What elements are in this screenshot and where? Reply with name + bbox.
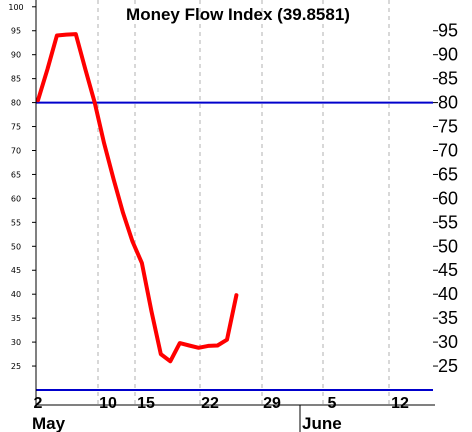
right-tick-label: 80 bbox=[438, 93, 458, 113]
left-tick-label: 45 bbox=[11, 266, 21, 275]
left-tick-label: 80 bbox=[11, 99, 21, 108]
right-tick-label: 95 bbox=[438, 21, 458, 41]
right-tick-label: 45 bbox=[438, 260, 458, 280]
x-tick-label: 2 bbox=[34, 395, 43, 412]
left-tick-label: 40 bbox=[11, 290, 21, 299]
left-tick-label: 65 bbox=[11, 170, 21, 179]
left-tick-label: 100 bbox=[8, 3, 23, 12]
left-tick-label: 90 bbox=[11, 51, 21, 60]
right-tick-label: 40 bbox=[438, 284, 458, 304]
x-tick-label: 10 bbox=[99, 395, 117, 412]
right-tick-label: 35 bbox=[438, 308, 458, 328]
right-tick-label: 70 bbox=[438, 140, 458, 160]
left-tick-label: 75 bbox=[11, 123, 21, 132]
right-tick-label: 30 bbox=[438, 332, 458, 352]
left-tick-label: 35 bbox=[11, 314, 21, 323]
right-tick-label: 25 bbox=[438, 356, 458, 376]
chart-title: Money Flow Index (39.8581) bbox=[126, 5, 350, 24]
left-tick-label: 30 bbox=[11, 338, 21, 347]
x-axis: 2 10 15 22 29 5 12 May June bbox=[32, 395, 409, 432]
left-tick-label: 55 bbox=[11, 218, 21, 227]
right-tick-label: 65 bbox=[438, 164, 458, 184]
left-tick-label: 95 bbox=[11, 27, 21, 36]
right-axis-ticks: 95 90 85 80 75 70 65 60 55 50 45 40 35 30 25 bbox=[433, 21, 458, 376]
x-tick-label: 12 bbox=[391, 395, 409, 412]
x-tick-label: 22 bbox=[201, 395, 219, 412]
right-tick-label: 90 bbox=[438, 45, 458, 65]
left-axis-ticks: 100 95 90 85 80 75 70 65 60 55 50 45 40 35 30 25 bbox=[8, 3, 36, 371]
x-tick-label: 5 bbox=[328, 395, 337, 412]
right-tick-label: 75 bbox=[438, 117, 458, 137]
left-tick-label: 70 bbox=[11, 146, 21, 155]
left-tick-label: 50 bbox=[11, 242, 21, 251]
right-tick-label: 60 bbox=[438, 188, 458, 208]
reference-lines bbox=[36, 101, 433, 391]
month-label: May bbox=[32, 414, 66, 432]
left-tick-label: 60 bbox=[11, 194, 21, 203]
month-label: June bbox=[302, 414, 342, 432]
vertical-grid bbox=[97, 0, 390, 405]
x-tick-label: 29 bbox=[263, 395, 281, 412]
right-tick-label: 55 bbox=[438, 212, 458, 232]
right-tick-label: 85 bbox=[438, 69, 458, 89]
x-tick-label: 15 bbox=[137, 395, 155, 412]
left-tick-label: 85 bbox=[11, 75, 21, 84]
right-tick-label: 50 bbox=[438, 236, 458, 256]
mfi-series-line bbox=[36, 32, 239, 364]
series-layer bbox=[36, 32, 239, 364]
left-tick-label: 25 bbox=[11, 362, 21, 371]
